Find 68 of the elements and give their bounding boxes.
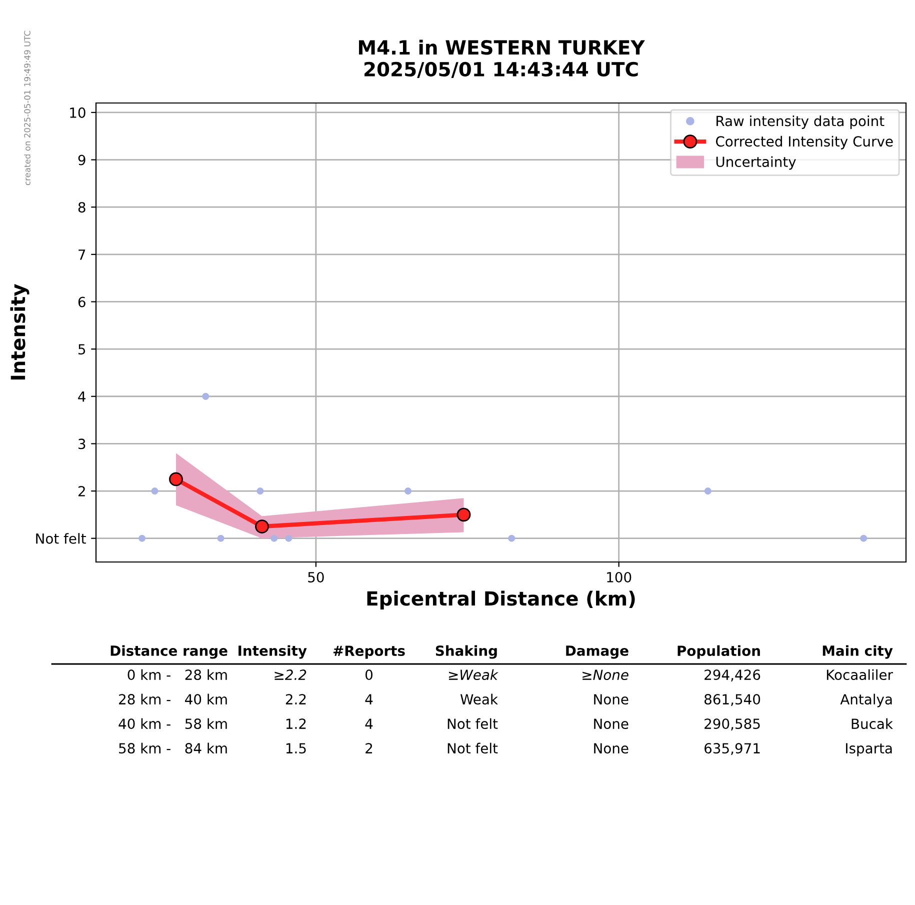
y-axis-title: Intensity bbox=[10, 284, 30, 380]
x-tick-label: 50 bbox=[308, 572, 324, 582]
text: 294,426 bbox=[704, 670, 760, 682]
text: Damage bbox=[566, 646, 628, 659]
text: 290,585 bbox=[704, 718, 760, 730]
text: None bbox=[594, 718, 628, 730]
point bbox=[704, 488, 712, 494]
point bbox=[151, 488, 158, 494]
y-tick-label: 10 bbox=[70, 107, 86, 118]
text: None bbox=[594, 694, 628, 705]
point bbox=[255, 520, 269, 534]
point bbox=[860, 534, 868, 542]
point bbox=[202, 392, 210, 400]
point bbox=[270, 534, 278, 542]
y-tick-label: 5 bbox=[78, 344, 86, 355]
x-axis-title: Epicentral Distance (km) bbox=[367, 590, 635, 610]
text: 0 bbox=[365, 670, 372, 680]
y-tick-label: 8 bbox=[78, 202, 86, 213]
text: Not felt bbox=[448, 718, 498, 730]
text: created on 2025-05-01 19:49:49 UTC bbox=[24, 30, 30, 186]
point bbox=[285, 534, 292, 542]
text: ≥2.2 bbox=[274, 670, 306, 680]
chart-title: M4.1 in WESTERN TURKEY 2025/05/01 14:43:44 UTC bbox=[358, 40, 645, 78]
annotation: Uncertainty bbox=[716, 156, 796, 170]
text: 58 km - 84 km bbox=[119, 742, 227, 754]
point bbox=[256, 488, 264, 494]
point bbox=[404, 488, 412, 494]
text: Population bbox=[678, 645, 760, 659]
y-tick-label: 2 bbox=[78, 486, 85, 496]
text: Weak bbox=[460, 694, 498, 705]
text: ≥Weak bbox=[449, 669, 498, 680]
text: 2 bbox=[366, 743, 372, 754]
y-tick-label: Not felt bbox=[36, 533, 86, 544]
text: 28 km - 40 km bbox=[119, 694, 227, 705]
text: ≥None bbox=[582, 670, 628, 680]
text: 1.5 bbox=[286, 743, 306, 754]
text: Intensity bbox=[238, 645, 307, 659]
point bbox=[169, 472, 183, 486]
text: 635,971 bbox=[704, 743, 760, 755]
text: Main city bbox=[822, 645, 893, 659]
point bbox=[508, 534, 516, 542]
text: #Reports bbox=[333, 646, 405, 659]
legend-label: Corrected Intensity Curve bbox=[716, 136, 893, 150]
text: Bucak bbox=[852, 718, 893, 730]
x-tick-label: 100 bbox=[607, 572, 632, 582]
text: Not felt bbox=[448, 742, 498, 754]
legend-label: Raw intensity data point bbox=[716, 116, 884, 129]
point bbox=[217, 534, 224, 542]
text: Shaking bbox=[436, 645, 497, 659]
text: 4 bbox=[365, 694, 373, 704]
point bbox=[456, 508, 471, 522]
y-tick-label: 3 bbox=[78, 438, 86, 450]
y-tick-label: 4 bbox=[78, 392, 86, 402]
y-tick-label: 6 bbox=[78, 296, 86, 308]
text: 0 km - 28 km bbox=[128, 669, 227, 680]
text: 4 bbox=[365, 718, 373, 729]
y-tick-label: 9 bbox=[78, 154, 86, 166]
y-tick-label: 7 bbox=[78, 250, 86, 260]
text: 2.2 bbox=[286, 694, 306, 704]
text: Isparta bbox=[846, 743, 892, 756]
text: None bbox=[594, 743, 628, 754]
text: 861,540 bbox=[704, 694, 760, 706]
text: Kocaaliler bbox=[826, 669, 893, 680]
text: Antalya bbox=[840, 694, 892, 708]
text: Distance range bbox=[110, 645, 228, 659]
text: 40 km - 58 km bbox=[118, 718, 227, 730]
text: 1.2 bbox=[286, 718, 306, 729]
point bbox=[138, 534, 146, 542]
